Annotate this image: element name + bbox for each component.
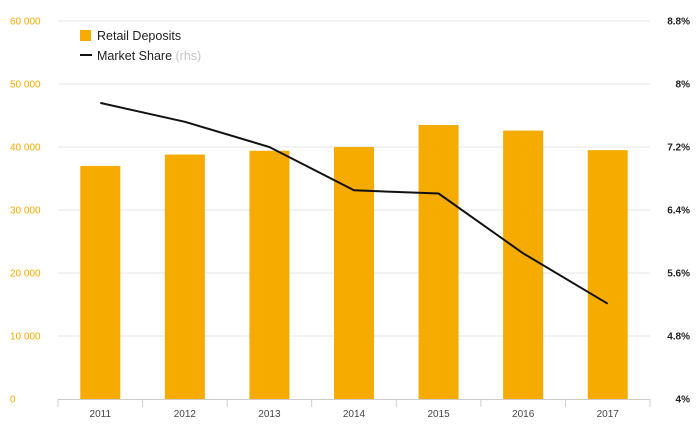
y-left-tick-label: 30 000 [10,206,41,217]
x-axis: 2011 2012 2013 2014 2015 2016 2017 [57,399,651,420]
bar-2015 [418,124,459,399]
legend-label-market-share: Market Share (rhs) [97,49,201,63]
legend-label-retail-deposits: Retail Deposits [97,29,181,43]
bar-2013 [249,150,290,399]
bars-series-retail-deposits [80,124,628,399]
y-right-tick-label: 8% [676,80,691,91]
y-right-tick-label: 8.8% [667,17,690,28]
x-tick-label: 2015 [427,409,450,420]
y-left-tick-label: 0 [10,395,16,406]
x-tick-label: 2014 [343,409,366,420]
bar-2014 [334,147,374,399]
legend-swatch-retail-deposits [80,30,91,41]
x-tick-label: 2013 [258,409,281,420]
x-tick-label: 2011 [90,409,112,420]
y-left-tick-label: 40 000 [10,143,41,154]
bar-2012 [164,154,205,399]
y-right-tick-label: 4% [676,395,691,406]
y-right-tick-label: 7.2% [667,143,690,154]
y-left-tick-label: 60 000 [10,17,41,28]
bar-2017 [587,150,628,399]
line-series-market-share [100,101,609,305]
bar-2016 [503,130,544,399]
y-axis-right: 4% 4.8% 5.6% 6.4% 7.2% 8% 8.8% [667,17,690,406]
y-left-tick-label: 10 000 [10,332,41,343]
legend: Retail Deposits Market Share (rhs) [80,29,201,63]
y-right-tick-label: 4.8% [667,332,690,343]
y-left-tick-label: 20 000 [10,269,41,280]
y-right-tick-label: 6.4% [667,206,690,217]
x-tick-label: 2016 [512,409,535,420]
y-right-tick-label: 5.6% [667,269,690,280]
legend-label-market-share-suffix: (rhs) [176,49,202,63]
x-tick-label: 2012 [174,409,197,420]
bar-2011 [80,165,121,399]
legend-label-market-share-name: Market Share [97,49,172,63]
y-axis-left: 0 10 000 20 000 30 000 40 000 50 000 60 000 [10,17,41,406]
x-tick-label: 2017 [597,409,620,420]
y-left-tick-label: 50 000 [10,80,41,91]
